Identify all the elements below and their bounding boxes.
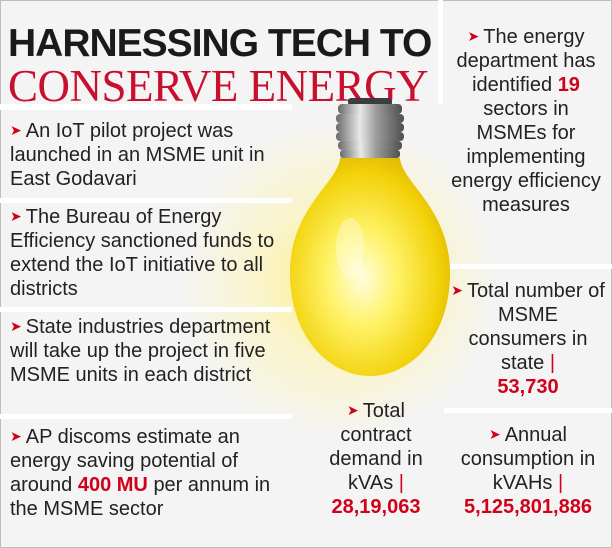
- fact-text: State industries department will take up…: [10, 316, 271, 386]
- divider: [438, 0, 443, 104]
- stat-label: Annual consumption in kVAHs: [460, 424, 596, 494]
- arrow-icon: ➤: [10, 318, 22, 334]
- arrow-icon: ➤: [10, 208, 22, 224]
- highlight-value: 19: [557, 74, 580, 96]
- fact-text: sectors in MSMEs for implementing energy…: [451, 98, 601, 216]
- arrow-icon: ➤: [451, 282, 463, 298]
- stat-value: 28,19,063: [331, 496, 421, 518]
- fact-text: The Bureau of Energy Efficiency sanction…: [10, 206, 275, 300]
- arrow-icon: ➤: [488, 426, 501, 442]
- stat-label: Total number of MSME consumers in state: [466, 280, 605, 374]
- fact-text: The energy department has identified: [456, 26, 596, 96]
- stat-consumers: ➤ Total number of MSME consumers in state…: [448, 278, 608, 399]
- separator: |: [398, 472, 404, 494]
- fact-discoms: ➤ AP discoms estimate an energy saving po…: [10, 424, 292, 521]
- arrow-icon: ➤: [10, 428, 22, 444]
- stat-value: 53,730: [497, 376, 559, 398]
- divider: [444, 264, 612, 269]
- fact-sectors: ➤ The energy department has identified 19…: [446, 24, 606, 217]
- divider: [0, 198, 292, 203]
- fact-bee-funds: ➤ The Bureau of Energy Efficiency sanctio…: [10, 204, 292, 301]
- divider: [444, 408, 612, 413]
- headline: HARNESSING TECH TO: [8, 22, 432, 65]
- fact-text: AP discoms estimate an energy saving pot…: [10, 426, 240, 496]
- stat-contract-demand: ➤ Total contract demand in kVAs | 28,19,0…: [312, 398, 440, 519]
- highlight-value: 400 MU: [77, 474, 148, 496]
- light-bulb-icon: [290, 98, 450, 376]
- stat-value: 5,125,801,886: [464, 496, 592, 518]
- divider: [0, 414, 292, 419]
- divider: [0, 104, 292, 110]
- arrow-icon: ➤: [347, 402, 359, 418]
- stat-consumption: ➤ Annual consumption in kVAHs | 5,125,801…: [446, 422, 610, 519]
- fact-text: An IoT pilot project was launched in an …: [10, 120, 265, 190]
- fact-state-industries: ➤ State industries department will take u…: [10, 314, 292, 387]
- separator: |: [558, 472, 564, 494]
- fact-iot-pilot: ➤ An IoT pilot project was launched in an…: [10, 118, 292, 191]
- arrow-icon: ➤: [10, 122, 22, 138]
- fact-text: per annum in the MSME sector: [10, 474, 271, 520]
- divider: [0, 307, 292, 312]
- arrow-icon: ➤: [467, 28, 480, 44]
- separator: |: [549, 352, 556, 374]
- stat-label: Total contract demand in kVAs: [329, 400, 423, 494]
